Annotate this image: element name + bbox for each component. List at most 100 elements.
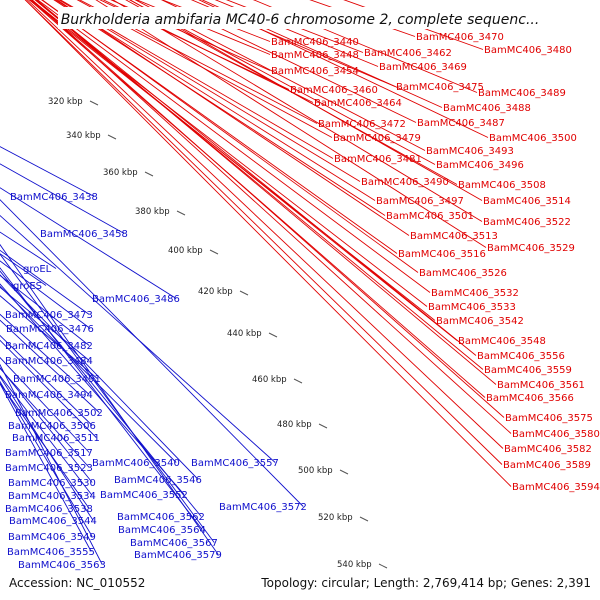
forward-gene-label: BamMC406_3448 (271, 50, 359, 61)
reverse-gene-label: BamMC406_3564 (118, 525, 206, 536)
scale-tick-mark (209, 249, 219, 255)
reverse-gene-label: BamMC406_3491 (13, 374, 101, 385)
forward-gene-label: BamMC406_3493 (426, 146, 514, 157)
reverse-gene-label: BamMC406_3506 (8, 421, 96, 432)
reverse-gene-label: BamMC406_3572 (219, 502, 307, 513)
forward-gene-label: BamMC406_3566 (486, 393, 574, 404)
forward-gene-label: BamMC406_3497 (376, 196, 464, 207)
summary-text: Topology: circular; Length: 2,769,414 bp… (260, 576, 591, 590)
forward-gene-label: BamMC406_3575 (505, 413, 593, 424)
forward-leader-line (56, 0, 410, 236)
forward-gene-label: BamMC406_3488 (443, 103, 531, 114)
forward-leader-line (58, 0, 361, 182)
scale-tick-mark (293, 378, 303, 384)
reverse-gene-label: groEL (23, 264, 52, 275)
reverse-gene-label: BamMC406_3523 (5, 463, 93, 474)
scale-tick-mark (239, 290, 249, 296)
scale-ticks: 320 kbp 340 kbp 360 kbp 380 kbp 400 kbp 420 k… (48, 97, 388, 570)
forward-leader-line (37, 0, 431, 293)
reverse-leader-line (0, 363, 103, 565)
reverse-gene-label: BamMC406_3562 (117, 512, 205, 523)
forward-leader-line (198, 0, 489, 138)
header: Burkholderia ambifaria MC40-6 chromosome… (58, 7, 546, 29)
reverse-gene-label: BamMC406_3549 (8, 532, 96, 543)
forward-gene-label: BamMC406_3440 (271, 37, 359, 48)
reverse-gene-label: BamMC406_3555 (7, 547, 95, 558)
forward-gene-label: BamMC406_3460 (290, 85, 378, 96)
forward-gene-label: BamMC406_3475 (396, 82, 484, 93)
scale-tick-label: 500 kbp (298, 466, 333, 476)
reverse-gene-label: groES (13, 281, 42, 292)
forward-gene-label: BamMC406_3479 (333, 133, 421, 144)
forward-gene-label: BamMC406_3464 (314, 98, 402, 109)
label-leader-lines (0, 0, 512, 565)
footer: Accession: NC_010552 Topology: circular;… (9, 576, 591, 590)
forward-gene-label: BamMC406_3500 (489, 133, 577, 144)
scale-tick-mark (268, 332, 278, 338)
forward-leader-line (31, 0, 505, 418)
forward-gene-label: BamMC406_3542 (436, 316, 524, 327)
reverse-gene-label: BamMC406_3563 (18, 560, 106, 571)
forward-leader-line (54, 0, 376, 201)
reverse-leader-line (0, 382, 92, 552)
scale-tick-label: 400 kbp (168, 246, 203, 256)
reverse-leader-line (0, 267, 203, 530)
forward-gene-label: BamMC406_3580 (512, 429, 600, 440)
scale-tick-label: 340 kbp (66, 131, 101, 141)
forward-gene-label: BamMC406_3559 (484, 365, 572, 376)
forward-leader-line (29, 0, 428, 307)
reverse-gene-label: BamMC406_3473 (5, 310, 93, 321)
forward-leader-line (36, 0, 497, 385)
scale-tick-label: 380 kbp (135, 207, 170, 217)
forward-gene-label: BamMC406_3582 (504, 444, 592, 455)
reverse-gene-label: BamMC406_3502 (15, 408, 103, 419)
reverse-gene-label: BamMC406_3482 (5, 341, 93, 352)
reverse-gene-label: BamMC406_3552 (100, 490, 188, 501)
scale-tick-label: 460 kbp (252, 375, 287, 385)
reverse-gene-label: BamMC406_3579 (134, 550, 222, 561)
forward-gene-label: BamMC406_3496 (436, 160, 524, 171)
forward-leader-line (53, 0, 386, 216)
forward-leader-line (41, 0, 398, 254)
forward-leader-line (41, 0, 419, 273)
reverse-leader-line (0, 243, 219, 555)
forward-leader-line (26, 0, 504, 449)
scale-tick-label: 320 kbp (48, 97, 83, 107)
accession-text: Accession: NC_010552 (9, 576, 145, 590)
forward-gene-label: BamMC406_3508 (458, 180, 546, 191)
reverse-gene-label: BamMC406_3540 (92, 458, 180, 469)
forward-gene-label: BamMC406_3490 (361, 177, 449, 188)
forward-gene-label: BamMC406_3589 (503, 460, 591, 471)
reverse-gene-label: BamMC406_3458 (40, 229, 128, 240)
scale-tick-mark (378, 563, 388, 569)
forward-leader-line (95, 0, 487, 248)
forward-leader-line (24, 0, 512, 487)
reverse-gene-label: BamMC406_3567 (130, 538, 218, 549)
forward-gene-label: BamMC406_3513 (410, 231, 498, 242)
reverse-gene-label: BamMC406_3486 (92, 294, 180, 305)
forward-gene-label: BamMC406_3472 (318, 119, 406, 130)
forward-gene-label: BamMC406_3480 (484, 45, 572, 56)
forward-gene-label: BamMC406_3516 (398, 249, 486, 260)
forward-gene-label: BamMC406_3514 (483, 196, 571, 207)
forward-leader-line (112, 0, 483, 222)
reverse-gene-label: BamMC406_3534 (8, 491, 96, 502)
forward-gene-label: BamMC406_3470 (416, 32, 504, 43)
forward-leader-line (129, 0, 483, 201)
forward-leader-line (76, 0, 333, 138)
scale-tick-mark (89, 100, 99, 106)
forward-gene-label: BamMC406_3533 (428, 302, 516, 313)
forward-gene-label: BamMC406_3532 (431, 288, 519, 299)
scale-tick-mark (359, 516, 369, 522)
reverse-leader-line (0, 285, 177, 463)
scale-tick-label: 420 kbp (198, 287, 233, 297)
reverse-gene-label: BamMC406_3538 (5, 504, 93, 515)
forward-gene-label: BamMC406_3522 (483, 217, 571, 228)
scale-tick-label: 480 kbp (277, 420, 312, 430)
forward-gene-label: BamMC406_3481 (334, 154, 422, 165)
forward-leader-line (129, 0, 436, 165)
reverse-leader-line (0, 283, 185, 495)
forward-leader-line (134, 0, 426, 151)
